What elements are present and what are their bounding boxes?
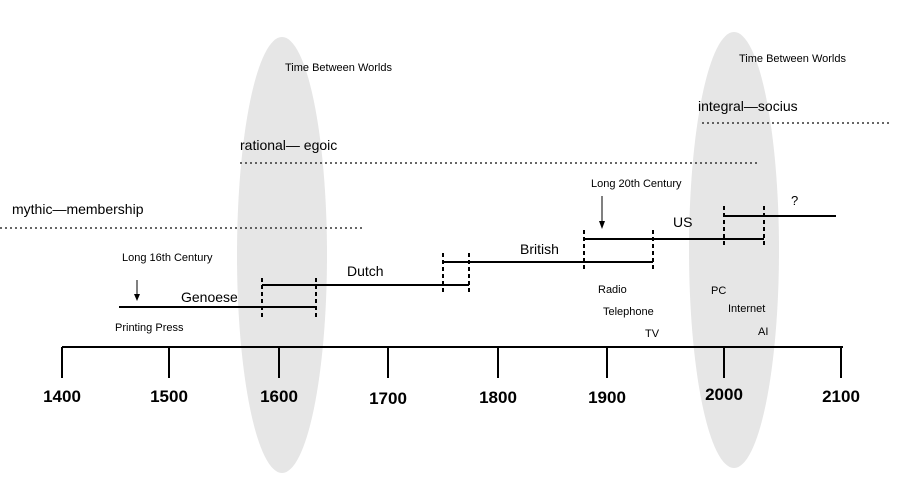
hegemony-unknown-label: ? xyxy=(791,193,798,208)
time-between-worlds-label-2: Time Between Worlds xyxy=(739,53,846,65)
long-20th-century-label: Long 20th Century xyxy=(591,178,682,190)
year-label-1900: 1900 xyxy=(588,388,626,407)
tech-radio-label: Radio xyxy=(598,284,627,296)
tech-printing-press-label: Printing Press xyxy=(115,322,184,334)
worldview-rational-label: rational— egoic xyxy=(240,137,337,153)
long-16th-century-arrow-head xyxy=(134,294,140,301)
long-20th-century-arrow-head xyxy=(599,221,605,229)
year-label-1600: 1600 xyxy=(260,387,298,406)
worldview-mythic-label: mythic—membership xyxy=(12,201,144,217)
year-label-2000: 2000 xyxy=(705,385,743,404)
worldview-integral-label: integral—socius xyxy=(698,98,798,114)
hegemony-dutch-label: Dutch xyxy=(347,263,384,279)
year-label-1800: 1800 xyxy=(479,388,517,407)
year-label-2100: 2100 xyxy=(822,387,860,406)
hegemony-genoese-label: Genoese xyxy=(181,289,238,305)
year-label-1400: 1400 xyxy=(43,387,81,406)
year-label-1500: 1500 xyxy=(150,387,188,406)
time-between-worlds-label-1: Time Between Worlds xyxy=(285,62,392,74)
tech-telephone-label: Telephone xyxy=(603,306,654,318)
year-label-1700: 1700 xyxy=(369,389,407,408)
tech-internet-label: Internet xyxy=(728,303,765,315)
tech-pc-label: PC xyxy=(711,285,726,297)
tech-tv-label: TV xyxy=(645,328,660,340)
axis-ticks xyxy=(61,347,842,378)
hegemony-us-label: US xyxy=(673,214,692,230)
axis-year-labels: 1400 1500 1600 1700 1800 1900 2000 2100 xyxy=(43,385,860,408)
hegemony-british-label: British xyxy=(520,241,559,257)
time-between-worlds-ellipse-2 xyxy=(689,32,779,468)
tech-ai-label: AI xyxy=(758,326,768,338)
long-16th-century-label: Long 16th Century xyxy=(122,252,213,264)
time-between-worlds-ellipse-1 xyxy=(237,37,327,473)
